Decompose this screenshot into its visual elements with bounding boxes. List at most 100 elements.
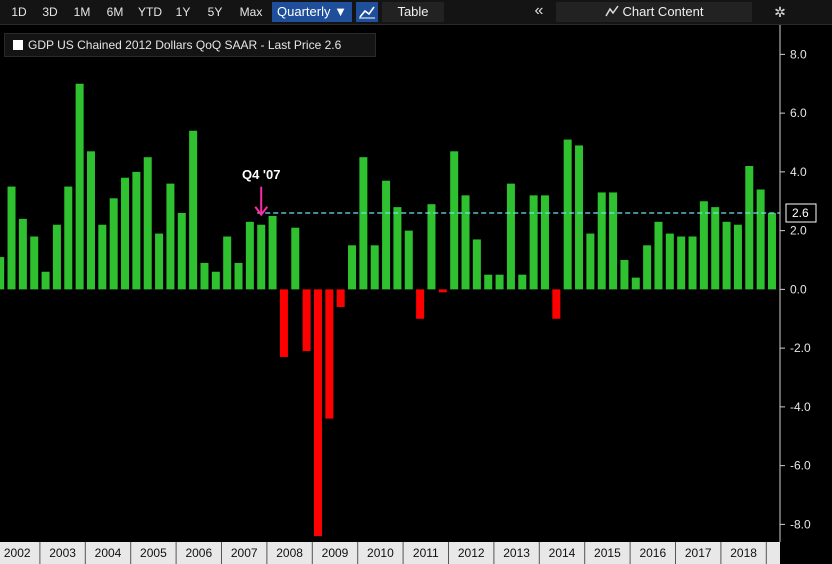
bar-46 [518, 274, 527, 290]
bar-48 [540, 195, 549, 290]
frequency-dropdown[interactable]: Quarterly ▼ [272, 2, 352, 22]
y-tick-label-6: -4.0 [790, 400, 811, 414]
line-chart-icon[interactable] [356, 2, 378, 22]
annotation-arrow-head [254, 206, 269, 217]
table-button[interactable]: Table [382, 2, 444, 22]
double-chevron-left-icon[interactable]: « [534, 2, 544, 19]
bar-38 [427, 204, 436, 290]
bar-4 [41, 271, 50, 290]
bar-56 [631, 277, 640, 290]
y-tick-label-7: -6.0 [790, 459, 811, 473]
bar-16 [177, 213, 186, 290]
toolbar: 1D 3D 1M 6M YTD 1Y 5Y Max Quarterly ▼ Table « C… [0, 0, 832, 25]
bar-58 [654, 221, 663, 290]
x-tick-label-2005: 2005 [140, 546, 167, 560]
range-button-1d[interactable]: 1D [11, 5, 27, 19]
y-tick-label-8: -8.0 [790, 517, 811, 531]
bar-30 [336, 289, 345, 307]
bar-1 [7, 186, 16, 290]
range-button-ytd[interactable]: YTD [138, 5, 162, 19]
bar-47 [529, 195, 538, 290]
bar-44 [495, 274, 504, 290]
bar-24 [268, 215, 277, 290]
bar-40 [450, 151, 459, 290]
bar-42 [472, 239, 481, 290]
bar-52 [586, 233, 595, 290]
x-tick-label-2018: 2018 [730, 546, 757, 560]
bar-2 [18, 218, 27, 290]
bar-41 [461, 195, 470, 290]
bar-51 [575, 145, 584, 290]
bar-63 [711, 207, 720, 290]
y-tick-label-0: 8.0 [790, 47, 807, 61]
bar-32 [359, 157, 368, 290]
range-button-3d[interactable]: 3D [42, 5, 58, 19]
bar-64 [722, 221, 731, 290]
bar-36 [404, 230, 413, 290]
bar-17 [189, 130, 198, 290]
bar-6 [64, 186, 73, 290]
bar-25 [279, 289, 288, 357]
range-button-6m[interactable]: 6M [106, 5, 124, 19]
x-tick-label-2010: 2010 [367, 546, 394, 560]
bar-55 [620, 260, 629, 290]
range-button-max[interactable]: Max [239, 5, 263, 19]
bar-61 [688, 236, 697, 290]
bar-62 [699, 201, 708, 290]
bar-49 [552, 289, 561, 319]
bar-67 [756, 189, 765, 290]
bar-60 [677, 236, 686, 290]
bar-26 [291, 227, 300, 290]
bar-9 [98, 224, 107, 290]
bar-29 [325, 289, 334, 419]
bar-31 [348, 245, 357, 290]
bar-45 [506, 183, 515, 290]
bar-15 [166, 183, 175, 290]
bar-57 [643, 245, 652, 290]
gear-icon[interactable]: ✲ [774, 4, 786, 20]
x-tick-label-2013: 2013 [503, 546, 530, 560]
x-tick-label-2011: 2011 [413, 546, 439, 560]
range-button-1m[interactable]: 1M [73, 5, 91, 19]
x-tick-label-2002: 2002 [4, 546, 31, 560]
x-tick-label-2012: 2012 [458, 546, 485, 560]
y-tick-label-1: 6.0 [790, 106, 807, 120]
x-tick-label-2016: 2016 [639, 546, 666, 560]
bar-3 [30, 236, 39, 290]
chart-content-button[interactable]: Chart Content [556, 2, 752, 22]
bar-7 [75, 83, 84, 290]
y-tick-label-2: 4.0 [790, 165, 807, 179]
legend: GDP US Chained 2012 Dollars QoQ SAAR - L… [4, 33, 376, 57]
x-tick-label-2007: 2007 [231, 546, 258, 560]
last-price-marker [785, 203, 817, 223]
bar-11 [121, 177, 130, 290]
bar-12 [132, 171, 141, 290]
gdp-bar-chart: 8.0 6.0 4.0 2.0 0.0 -2.0 -4.0 -6.0 -8.0 2.6 Q4 '07… [0, 25, 832, 564]
y-tick-label-4: 0.0 [790, 282, 807, 296]
bar-50 [563, 139, 572, 290]
x-tick-label-2014: 2014 [549, 546, 576, 560]
last-price-label: 2.6 [792, 206, 809, 220]
range-button-5y[interactable]: 5Y [207, 5, 223, 19]
bar-5 [52, 224, 61, 290]
bar-0 [0, 257, 5, 290]
bar-28 [313, 289, 322, 537]
bar-43 [484, 274, 493, 290]
bar-8 [86, 151, 95, 290]
bar-19 [211, 271, 220, 290]
bar-53 [597, 192, 606, 290]
chart-content-icon [604, 5, 619, 17]
range-button-1y[interactable]: 1Y [175, 5, 191, 19]
bar-21 [234, 262, 243, 290]
y-tick-label-5: -2.0 [790, 341, 811, 355]
bar-34 [382, 180, 391, 290]
x-tick-label-2006: 2006 [185, 546, 212, 560]
bar-22 [245, 221, 254, 290]
bar-33 [370, 245, 379, 290]
bar-68 [767, 213, 776, 290]
bar-27 [302, 289, 311, 352]
bar-66 [745, 166, 754, 290]
bar-23 [257, 224, 266, 290]
bar-35 [393, 207, 402, 290]
legend-swatch [13, 40, 23, 50]
